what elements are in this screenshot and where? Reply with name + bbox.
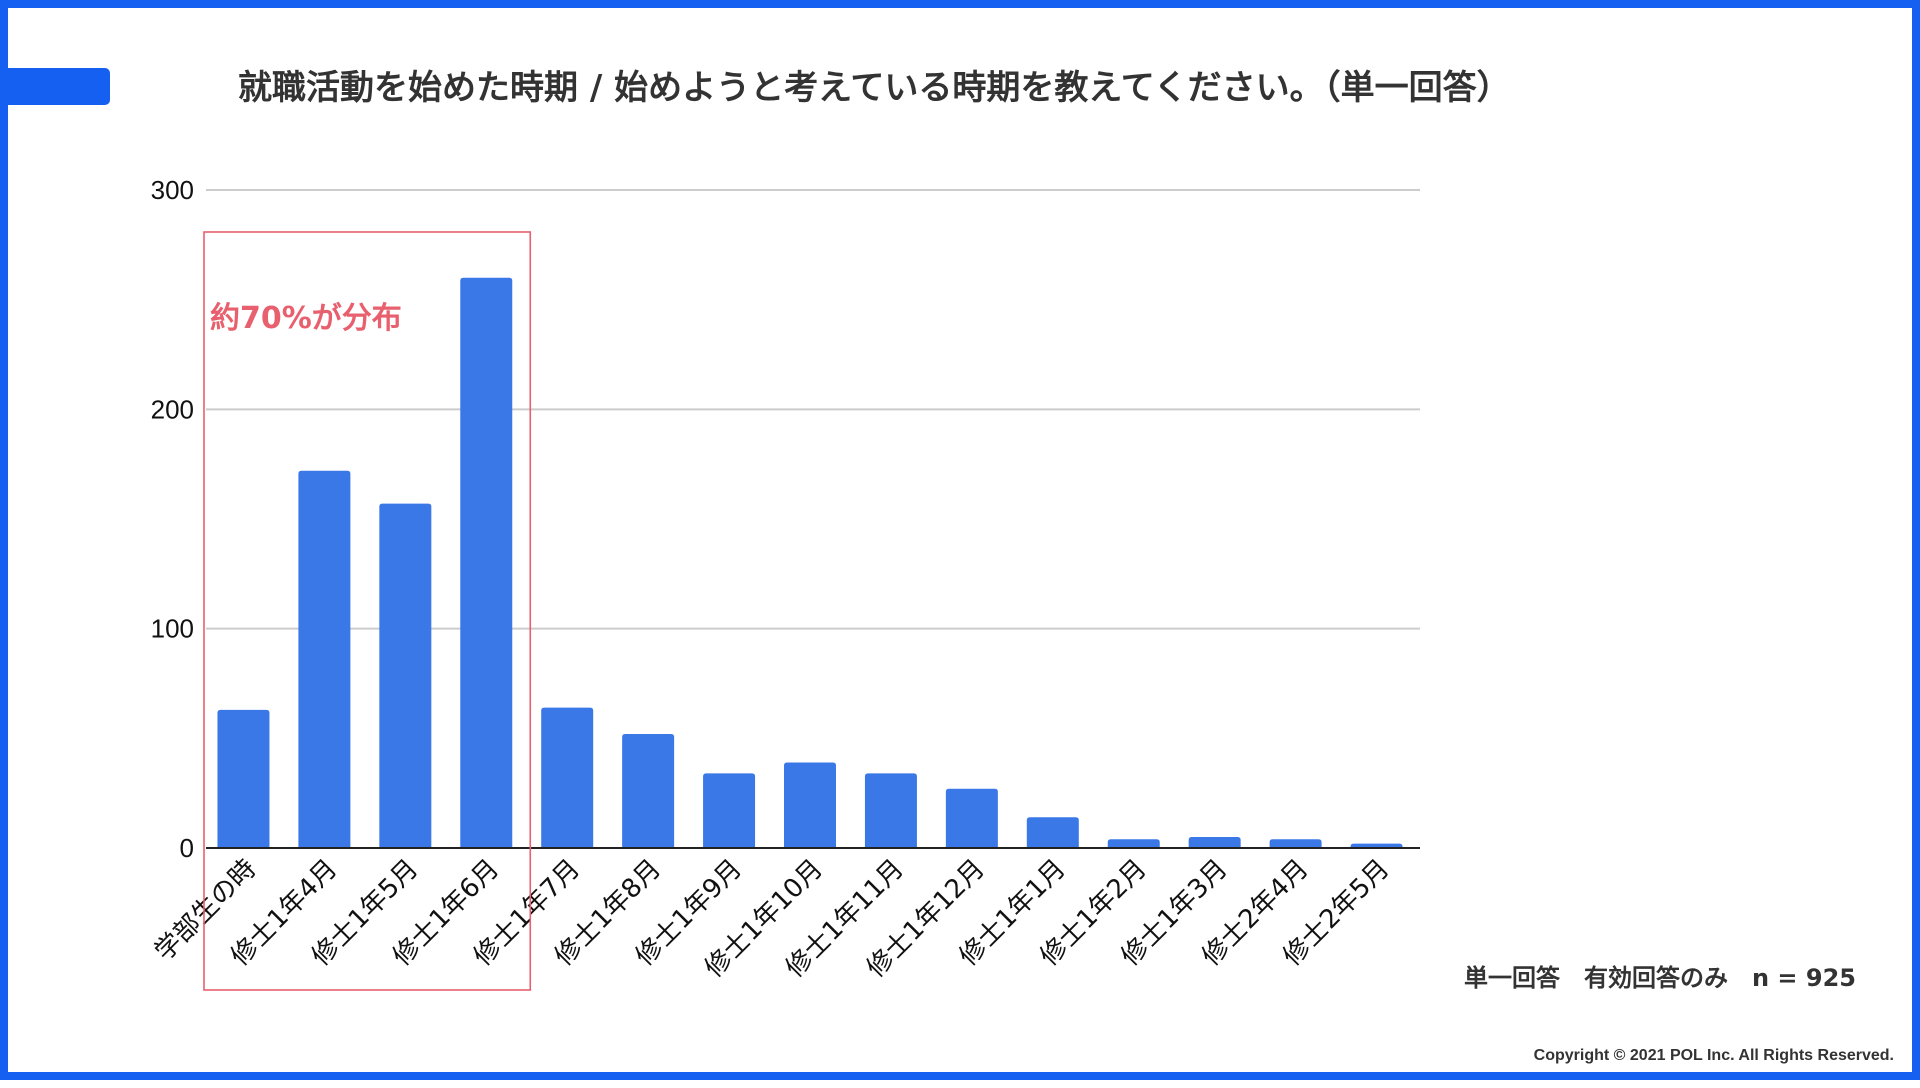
bar bbox=[1026, 817, 1079, 848]
y-tick-label: 100 bbox=[151, 614, 194, 644]
bar bbox=[460, 277, 513, 848]
bar bbox=[541, 707, 594, 848]
copyright: Copyright © 2021 POL Inc. All Rights Res… bbox=[1533, 1047, 1894, 1064]
bar bbox=[1188, 837, 1241, 848]
bar bbox=[1107, 839, 1160, 848]
y-tick-label: 300 bbox=[151, 175, 194, 205]
bar bbox=[864, 773, 917, 848]
bar-chart: 0100200300学部生の時修士1年4月修士1年5月修士1年6月修士1年7月修… bbox=[149, 175, 1420, 991]
bar bbox=[703, 773, 756, 848]
bar bbox=[379, 503, 432, 848]
highlight-annotation: 約70%が分布 bbox=[210, 301, 402, 336]
bar bbox=[1350, 843, 1403, 848]
bar bbox=[298, 470, 351, 848]
sample-note: 単一回答 有効回答のみ n = 925 bbox=[1463, 964, 1856, 992]
bar bbox=[945, 788, 998, 848]
bar bbox=[622, 733, 675, 848]
y-tick-label: 200 bbox=[151, 394, 194, 424]
y-tick-label: 0 bbox=[180, 833, 194, 863]
bar bbox=[1269, 839, 1322, 848]
accent-bar bbox=[8, 68, 110, 105]
bar bbox=[784, 762, 836, 848]
bar bbox=[217, 709, 270, 848]
page-title: 就職活動を始めた時期 / 始めようと考えている時期を教えてください。（単一回答） bbox=[238, 68, 1511, 108]
highlight-box bbox=[203, 231, 532, 991]
